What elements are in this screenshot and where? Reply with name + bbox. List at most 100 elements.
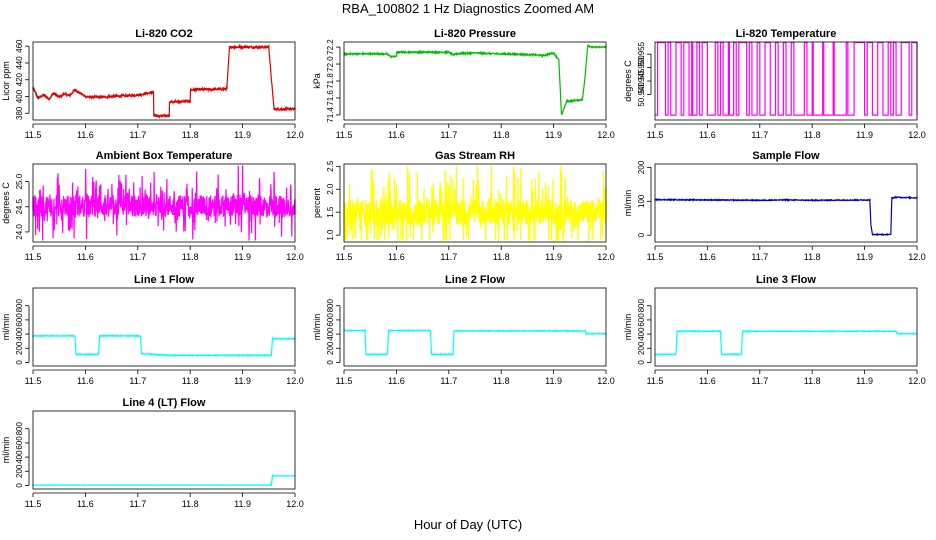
y-tick-label: 200 xyxy=(326,341,335,355)
x-tick-label: 12.0 xyxy=(286,499,304,509)
chart-panel-8: Line 2 Flow ml/min 11.5 11.6 11.7 11.8 11.9 12.… xyxy=(312,274,615,386)
x-tick-label: 11.6 xyxy=(77,130,94,140)
x-tick-label: 11.9 xyxy=(545,376,562,386)
data-series-line xyxy=(32,333,296,358)
y-tick-label: 600 xyxy=(15,313,24,327)
chart-panel-4: Ambient Box Temperature degrees C 11.5 11.6… xyxy=(1,150,304,262)
y-tick-label: 71.8 xyxy=(326,73,335,89)
x-tick-label: 11.6 xyxy=(699,130,716,140)
x-tick-label: 11.6 xyxy=(388,376,405,386)
y-tick-label: 71.6 xyxy=(326,90,335,106)
y-axis-label: ml/min xyxy=(1,314,11,341)
data-series-line xyxy=(343,328,607,357)
panel-title: Line 4 (LT) Flow xyxy=(123,397,206,409)
plot-frame xyxy=(343,163,607,243)
chart-panel-9: Line 3 Flow ml/min 11.5 11.6 11.7 11.8 11.9 12.… xyxy=(623,274,926,386)
x-tick-label: 11.9 xyxy=(856,130,873,140)
x-tick-label: 11.6 xyxy=(77,252,94,262)
y-tick-label: 72.2 xyxy=(326,39,335,55)
x-tick-label: 11.6 xyxy=(77,499,94,509)
panel-title: Sample Flow xyxy=(752,150,820,162)
data-series-line xyxy=(32,473,296,487)
y-tick-label: 50.950 xyxy=(637,55,646,80)
y-tick-label: 400 xyxy=(326,327,335,341)
x-tick-label: 12.0 xyxy=(597,376,615,386)
x-tick-label: 12.0 xyxy=(597,130,615,140)
y-tick-label: 400 xyxy=(15,450,24,464)
y-axis-label: ml/min xyxy=(623,190,633,217)
panel-title: Line 1 Flow xyxy=(134,274,194,286)
x-tick-label: 11.5 xyxy=(25,376,42,386)
plot-frame xyxy=(32,410,296,490)
x-tick-label: 11.6 xyxy=(388,252,405,262)
x-tick-label: 11.5 xyxy=(647,252,664,262)
x-tick-label: 11.7 xyxy=(440,376,457,386)
panel-title: Li-820 Temperature xyxy=(736,28,837,40)
x-tick-label: 11.7 xyxy=(129,376,146,386)
y-tick-label: 50.955 xyxy=(637,41,646,66)
x-tick-label: 11.5 xyxy=(336,376,353,386)
x-tick-label: 11.8 xyxy=(493,252,510,262)
y-axis-label: ml/min xyxy=(312,314,322,341)
x-tick-label: 11.7 xyxy=(129,130,146,140)
x-tick-label: 12.0 xyxy=(286,252,304,262)
x-tick-label: 11.5 xyxy=(647,130,664,140)
chart-panel-1: Li-820 CO2 Licor ppm 11.5 11.6 11.7 11.8 11.9 1… xyxy=(1,28,304,140)
x-tick-label: 11.7 xyxy=(129,252,146,262)
panel-title: Line 2 Flow xyxy=(445,274,505,286)
data-series-line xyxy=(32,165,296,241)
y-tick-label: 0 xyxy=(637,232,646,237)
x-tick-label: 11.8 xyxy=(804,130,821,140)
chart-panel-10: Line 4 (LT) Flow ml/min 11.5 11.6 11.7 11.8 11… xyxy=(1,397,304,509)
y-axis-label: ml/min xyxy=(1,437,11,464)
y-tick-label: 600 xyxy=(15,436,24,450)
y-tick-label: 200 xyxy=(15,341,24,355)
y-tick-label: 200 xyxy=(637,341,646,355)
x-tick-label: 11.7 xyxy=(440,130,457,140)
x-tick-label: 11.9 xyxy=(234,376,251,386)
x-tick-label: 11.8 xyxy=(493,376,510,386)
y-tick-label: 71.4 xyxy=(326,107,335,123)
data-series-line xyxy=(654,195,918,237)
x-tick-label: 12.0 xyxy=(597,252,615,262)
x-tick-label: 11.6 xyxy=(699,252,716,262)
y-tick-label: 400 xyxy=(637,327,646,341)
plot-frame xyxy=(654,287,918,367)
x-tick-label: 11.8 xyxy=(804,376,821,386)
y-tick-label: 200 xyxy=(15,464,24,478)
chart-panel-6: Sample Flow ml/min 11.5 11.6 11.7 11.8 11.9 12.… xyxy=(623,150,926,262)
x-axis-title: Hour of Day (UTC) xyxy=(413,517,523,532)
plot-frame xyxy=(32,41,296,121)
x-tick-label: 11.9 xyxy=(545,130,562,140)
x-tick-label: 11.5 xyxy=(25,252,42,262)
y-tick-label: 1.5 xyxy=(326,206,335,218)
x-tick-label: 11.5 xyxy=(336,252,353,262)
x-tick-label: 11.8 xyxy=(182,130,199,140)
y-tick-label: 24.5 xyxy=(15,198,24,214)
x-tick-label: 11.5 xyxy=(25,499,42,509)
panel-title: Li-820 CO2 xyxy=(135,28,192,40)
x-tick-label: 11.9 xyxy=(545,252,562,262)
plot-frame xyxy=(32,163,296,243)
x-tick-label: 11.9 xyxy=(856,376,873,386)
y-tick-label: 25.0 xyxy=(15,173,24,189)
x-tick-label: 11.9 xyxy=(856,252,873,262)
y-tick-label: 0 xyxy=(15,483,24,488)
y-tick-label: 800 xyxy=(15,422,24,436)
y-tick-label: 200 xyxy=(637,160,646,174)
chart-panel-3: Li-820 Temperature degrees C 11.5 11.6 11.7 1… xyxy=(623,28,926,140)
y-axis-label: ml/min xyxy=(623,314,633,341)
figure-title: RBA_100802 1 Hz Diagnostics Zoomed AM xyxy=(341,1,595,16)
x-tick-label: 11.7 xyxy=(751,376,768,386)
x-tick-label: 12.0 xyxy=(286,130,304,140)
y-tick-label: 440 xyxy=(15,56,24,70)
y-tick-label: 50.945 xyxy=(637,68,646,93)
x-tick-label: 12.0 xyxy=(908,376,926,386)
y-axis-label: kPa xyxy=(312,73,322,89)
panel-title: Line 3 Flow xyxy=(756,274,816,286)
data-series-line xyxy=(32,43,296,119)
x-tick-label: 11.9 xyxy=(234,499,251,509)
chart-panel-5: Gas Stream RH percent 11.5 11.6 11.7 11.8 11.9… xyxy=(312,150,615,262)
y-axis-label: degrees C xyxy=(623,60,633,102)
